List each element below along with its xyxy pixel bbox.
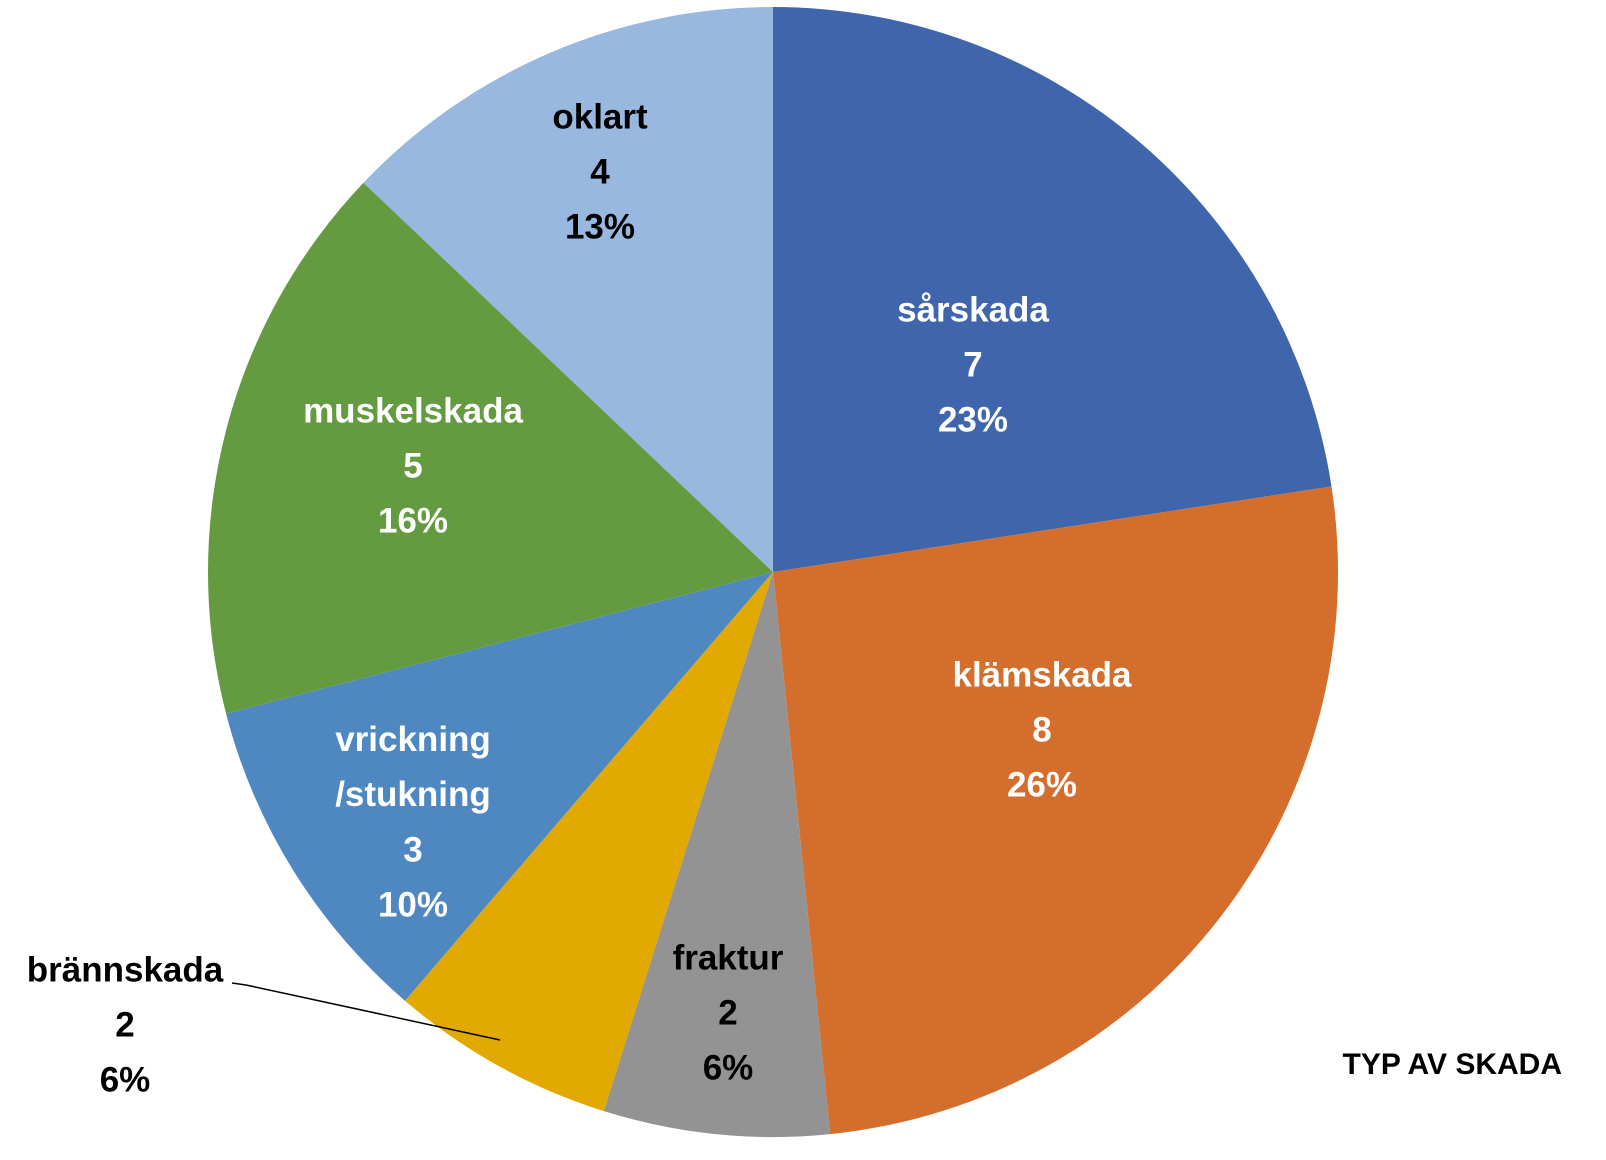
- slice-percent: 16%: [377, 501, 449, 541]
- slice-percent: 13%: [564, 207, 636, 247]
- slice-percent: 6%: [99, 1060, 151, 1100]
- slice-value: 5: [403, 446, 423, 486]
- pie-slice: [208, 182, 774, 714]
- slice-label: fraktur: [672, 938, 784, 978]
- slice-label: oklart: [552, 97, 648, 137]
- slice-value: 7: [963, 345, 983, 385]
- leader-line: [231, 982, 501, 1041]
- slice-value: 4: [590, 152, 610, 192]
- series-title: TYP AV SKADA: [1342, 1048, 1562, 1081]
- slice-percent: 26%: [1006, 765, 1078, 805]
- slice-value: 2: [115, 1005, 135, 1045]
- slice-value: 2: [718, 993, 738, 1033]
- slice-label: brännskada: [26, 950, 224, 990]
- slice-value: 8: [1032, 710, 1052, 750]
- slice-percent: 6%: [702, 1048, 754, 1088]
- pie-slice: [226, 572, 773, 1001]
- slice-label: muskelskada: [303, 391, 523, 431]
- slice-label: klämskada: [952, 655, 1132, 695]
- slice-percent: 23%: [937, 400, 1009, 440]
- pie-slice: [404, 572, 773, 1112]
- slice-label: vrickning /stukning: [335, 720, 491, 814]
- pie-slice: [773, 7, 1332, 572]
- pie-slice: [773, 486, 1338, 1135]
- pie-slice: [363, 7, 773, 572]
- pie-slice: [603, 572, 831, 1138]
- slice-value: 3: [403, 830, 423, 869]
- slice-percent: 10%: [377, 885, 449, 924]
- slice-label: sårskada: [897, 290, 1049, 330]
